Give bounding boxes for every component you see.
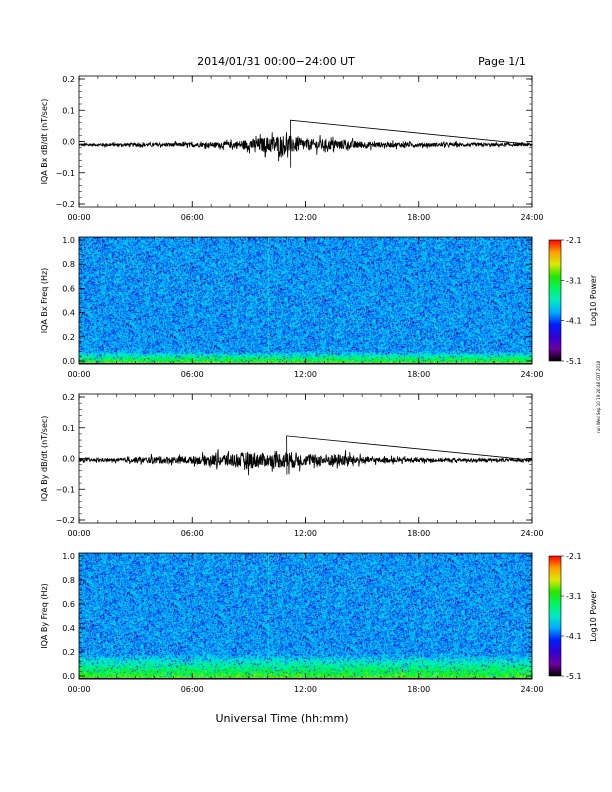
panel-3: 00:00 06:00 12:00 18:00 24:00 0.2 0.1 0.0 −0.1 −0… <box>40 393 544 538</box>
y-tick-label: 0.0 <box>62 455 75 464</box>
panels: 00:00 06:00 12:00 18:00 24:00 0.2 0.1 0.0 −0.1 −0… <box>40 75 598 694</box>
x-tick-label: 06:00 <box>181 529 204 538</box>
x-tick-label: 00:00 <box>67 685 90 694</box>
x-tick-label: 00:00 <box>67 370 90 379</box>
x-tick-label: 24:00 <box>520 685 543 694</box>
y-tick-label: 0.8 <box>62 260 75 269</box>
x-tick-label: 12:00 <box>294 213 317 222</box>
x-tick-label: 12:00 <box>294 685 317 694</box>
colorbar-tick-label: -2.1 <box>566 236 582 245</box>
y-tick-label: 0.0 <box>62 138 75 147</box>
y-tick-label: 1.0 <box>62 236 75 245</box>
x-tick-label: 06:00 <box>181 685 204 694</box>
colorbar-tick-label: -3.1 <box>566 276 582 285</box>
x-tick-label: 18:00 <box>407 370 430 379</box>
y-tick-label: 0.8 <box>62 576 75 585</box>
y-tick-label: 0.1 <box>62 424 75 433</box>
y-tick-label: −0.1 <box>56 485 75 494</box>
run-stamp: run Wed Sep 10 19:26:48 CDT 2018 <box>596 360 601 433</box>
series-trace <box>78 119 534 168</box>
spectrogram-image <box>79 237 532 364</box>
x-tick-label: 06:00 <box>181 213 204 222</box>
x-tick-label: 18:00 <box>407 685 430 694</box>
y-tick-label: −0.2 <box>56 516 75 525</box>
y-axis-label: IQA Bx Freq (Hz) <box>40 268 49 334</box>
y-tick-label: 0.2 <box>62 333 75 342</box>
panel-1: 00:00 06:00 12:00 18:00 24:00 0.2 0.1 0.0 −0.1 −0… <box>40 75 544 222</box>
y-tick-label: 0.2 <box>62 75 75 84</box>
y-tick-label: 0.1 <box>62 106 75 115</box>
panel-4: -2.1 -3.1 -4.1 -5.1 Log10 Power 00:00 06:00 12:… <box>40 552 598 694</box>
spectrogram-image <box>79 553 532 679</box>
x-tick-label: 12:00 <box>294 370 317 379</box>
x-tick-label: 24:00 <box>520 370 543 379</box>
page-title: 2014/01/31 00:00−24:00 UT <box>197 55 355 68</box>
y-tick-label: 0.0 <box>62 672 75 681</box>
page-number: Page 1/1 <box>478 55 526 68</box>
series-trace <box>78 435 534 476</box>
colorbar: -2.1 -3.1 -4.1 -5.1 Log10 Power <box>548 236 598 366</box>
panel-2: -2.1 -3.1 -4.1 -5.1 Log10 Power 00:00 06:00 12:… <box>40 236 598 379</box>
x-tick-label: 00:00 <box>67 529 90 538</box>
x-tick-label: 06:00 <box>181 370 204 379</box>
y-tick-label: 0.6 <box>62 284 75 293</box>
y-tick-label: 0.4 <box>62 309 75 318</box>
y-tick-label: 0.2 <box>62 393 75 402</box>
y-tick-label: 0.0 <box>62 357 75 366</box>
colorbar: -2.1 -3.1 -4.1 -5.1 Log10 Power <box>548 552 598 681</box>
y-axis-label: IQA By dB/dt (nT/sec) <box>40 416 49 502</box>
x-axis-label: Universal Time (hh:mm) <box>216 712 349 725</box>
x-tick-label: 18:00 <box>407 213 430 222</box>
colorbar-tick-label: -4.1 <box>566 317 582 326</box>
x-tick-label: 12:00 <box>294 529 317 538</box>
y-axis-label: IQA By Freq (Hz) <box>40 583 49 649</box>
y-tick-label: 1.0 <box>62 552 75 561</box>
colorbar-scale <box>548 555 562 677</box>
x-tick-label: 24:00 <box>520 529 543 538</box>
colorbar-label: Log10 Power <box>589 274 598 326</box>
x-tick-label: 24:00 <box>520 213 543 222</box>
colorbar-label: Log10 Power <box>589 590 598 642</box>
colorbar-tick-label: -3.1 <box>566 592 582 601</box>
colorbar-tick-label: -4.1 <box>566 632 582 641</box>
y-tick-label: 0.6 <box>62 600 75 609</box>
colorbar-tick-label: -2.1 <box>566 552 582 561</box>
colorbar-scale <box>548 239 562 362</box>
y-tick-label: 0.4 <box>62 624 75 633</box>
x-tick-label: 18:00 <box>407 529 430 538</box>
y-tick-label: −0.1 <box>56 169 75 178</box>
colorbar-tick-label: -5.1 <box>566 672 582 681</box>
colorbar-tick-label: -5.1 <box>566 357 582 366</box>
y-axis-label: IQA Bx dB/dt (nT/sec) <box>40 99 49 185</box>
x-tick-label: 00:00 <box>67 213 90 222</box>
y-tick-label: −0.2 <box>56 200 75 209</box>
y-tick-label: 0.2 <box>62 648 75 657</box>
